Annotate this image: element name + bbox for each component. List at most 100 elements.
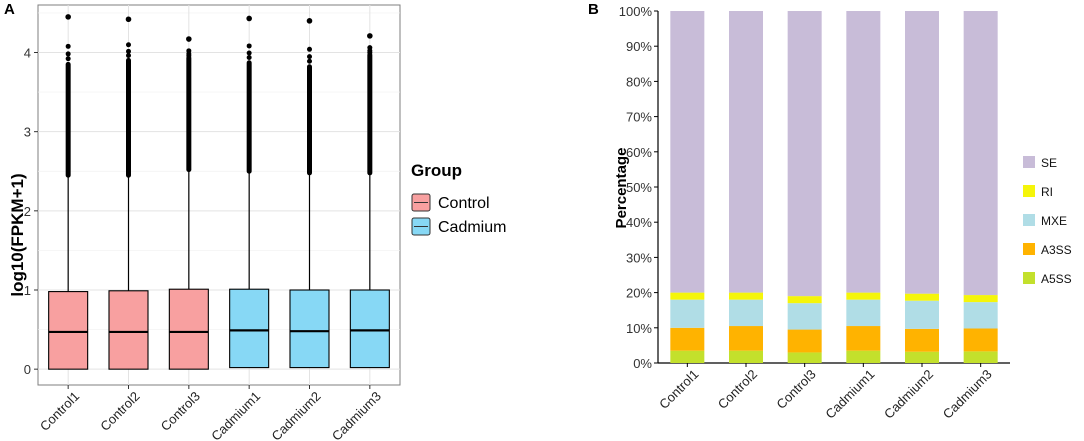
box-iqr	[289, 289, 330, 369]
legend-label: SE	[1041, 156, 1057, 170]
y-tick-label: 2	[24, 204, 31, 219]
legend-swatch	[1023, 243, 1035, 255]
bar-segment-se	[729, 11, 763, 293]
legend-item-cadmium: Cadmium	[411, 217, 506, 236]
bar-segment-se	[905, 11, 939, 294]
max-outlier-point	[125, 16, 132, 23]
box-iqr	[229, 288, 270, 369]
legend-item-mxe: MXE	[1023, 214, 1067, 228]
x-tick-label: Control3	[158, 389, 203, 434]
outlier-point	[307, 46, 312, 52]
max-outlier-point	[186, 36, 192, 42]
outlier-point	[307, 58, 312, 64]
legend-label: MXE	[1041, 214, 1067, 228]
bar-control2	[729, 11, 763, 363]
legend-swatch	[1023, 272, 1035, 284]
bar-segment-mxe	[963, 302, 998, 329]
panel-b-bars	[670, 11, 998, 363]
y-tick-label: 10%	[626, 321, 652, 336]
legend-label: Cadmium	[438, 219, 506, 236]
y-tick-label: 100%	[619, 4, 653, 19]
bar-cadmium2	[905, 11, 939, 363]
bar-segment-a3ss	[787, 329, 822, 353]
box-cadmium1	[229, 15, 270, 369]
bar-segment-a5ss	[729, 350, 763, 363]
bar-segment-se	[963, 11, 998, 296]
bar-control1	[670, 11, 705, 363]
bar-segment-se	[670, 11, 705, 293]
y-tick-label: 60%	[626, 145, 652, 160]
panel-a-y-axis-title: log10(FPKM+1)	[8, 173, 27, 296]
max-outlier-point	[306, 18, 313, 24]
y-tick-label: 30%	[626, 250, 652, 265]
panel-b-label: B	[588, 1, 599, 18]
x-tick-label: Cadmium2	[269, 389, 324, 441]
bar-segment-a5ss	[670, 350, 705, 363]
bar-segment-mxe	[670, 299, 705, 328]
outlier-point	[367, 45, 373, 51]
box-iqr	[108, 290, 149, 370]
legend-item-se: SE	[1023, 156, 1057, 170]
bar-segment-a3ss	[670, 327, 705, 351]
max-outlier-point	[65, 14, 71, 20]
bar-cadmium3	[963, 11, 998, 363]
legend-item-ri: RI	[1023, 185, 1053, 199]
x-tick-label: Cadmium1	[208, 389, 263, 441]
bar-segment-ri	[729, 292, 763, 300]
box-cadmium2	[289, 18, 330, 369]
bar-segment-ri	[670, 292, 705, 300]
panel-b-y-ticks: 0% 10% 20% 30% 40% 50% 60% 70% 80% 90% 100%	[619, 4, 658, 371]
y-tick-label: 0	[24, 362, 31, 377]
y-tick-label: 50%	[626, 180, 652, 195]
x-tick-label: Cadmium3	[329, 389, 384, 441]
legend-swatch	[1023, 156, 1035, 168]
panel-b-y-axis-title: Percentage	[613, 148, 630, 229]
bar-segment-se	[846, 11, 881, 293]
legend-label: A3SS	[1041, 243, 1072, 257]
box-iqr	[349, 289, 390, 369]
max-outlier-point	[246, 15, 252, 22]
panel-a-x-ticks: Control1 Control2 Control3 Cadmium1 Cadmium2…	[37, 385, 384, 441]
y-tick-label: 70%	[626, 110, 652, 125]
y-tick-label: 0%	[633, 356, 652, 371]
box-iqr	[168, 288, 209, 370]
outlier-point	[246, 43, 252, 49]
x-tick-label: Cadmium2	[881, 367, 936, 422]
bar-segment-ri	[963, 295, 998, 303]
legend-label: A5SS	[1041, 272, 1072, 286]
x-tick-label: Control2	[715, 367, 760, 412]
panel-b-legend: SE RI MXE A3SS A5SS	[1023, 156, 1072, 286]
bar-segment-a5ss	[787, 352, 822, 363]
bar-segment-se	[787, 11, 822, 297]
outlier-point	[65, 51, 71, 57]
box-iqr	[48, 291, 89, 370]
panel-a-y-ticks: 0 1 2 3 4	[24, 46, 38, 377]
bar-segment-mxe	[846, 299, 881, 327]
box-control1	[48, 14, 89, 370]
legend-swatch	[1023, 185, 1035, 197]
legend-item-control: Control	[411, 193, 490, 212]
y-tick-label: 1	[24, 283, 31, 298]
bar-segment-a3ss	[846, 326, 881, 351]
outlier-point	[246, 54, 252, 60]
bar-segment-mxe	[905, 300, 939, 329]
x-tick-label: Control3	[773, 367, 818, 412]
max-outlier-point	[367, 33, 373, 39]
legend-item-a5ss: A5SS	[1023, 272, 1072, 286]
y-tick-label: 40%	[626, 215, 652, 230]
outlier-point	[126, 48, 131, 54]
bar-segment-mxe	[787, 303, 822, 330]
legend-label: RI	[1041, 185, 1053, 199]
bar-segment-a3ss	[963, 328, 998, 352]
x-tick-label: Cadmium1	[822, 367, 877, 422]
panel-b-stacked-bar: 0% 10% 20% 30% 40% 50% 60% 70% 80% 90% 100% Contro…	[619, 4, 1010, 422]
legend-label: Control	[438, 195, 490, 212]
bar-control3	[787, 11, 822, 363]
box-control3	[168, 36, 209, 370]
panel-a-label: A	[4, 1, 15, 18]
legend-item-a3ss: A3SS	[1023, 243, 1072, 257]
bar-segment-a5ss	[963, 351, 998, 363]
y-tick-label: 80%	[626, 74, 652, 89]
